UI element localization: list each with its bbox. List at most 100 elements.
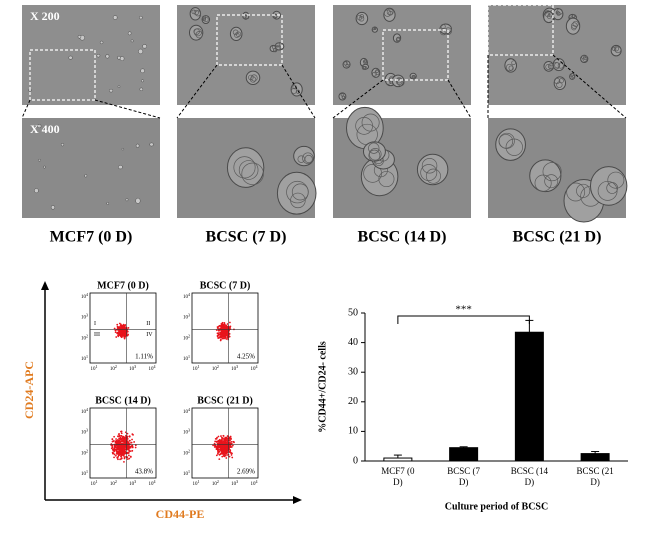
event-dot [231, 444, 234, 447]
event-dot [122, 333, 125, 336]
event-dot [221, 455, 224, 458]
event-dot [128, 435, 131, 438]
event-dot [119, 324, 122, 327]
cell-lobe [202, 17, 207, 22]
tick-exponent: 2 [217, 364, 219, 369]
cell-lobe [572, 20, 579, 27]
y-tick-label: 103 [183, 428, 190, 436]
y-tick-label: 30 [348, 366, 358, 377]
event-dot [120, 454, 123, 457]
zoom-line [332, 79, 384, 119]
event-dot [114, 329, 117, 332]
cell-lobe [556, 8, 563, 15]
event-dot [216, 436, 218, 439]
cell-lobe [498, 134, 514, 149]
event-dot [129, 450, 132, 453]
event-dot [224, 441, 226, 444]
event-dot [214, 437, 217, 440]
event-dot [222, 440, 225, 443]
cell [84, 174, 88, 178]
event-dot [128, 439, 131, 442]
cell-lobe [371, 26, 376, 31]
event-dot [121, 331, 124, 333]
cell [125, 198, 129, 202]
event-dot [228, 448, 231, 451]
tick-base: 10 [81, 295, 87, 300]
tick-exponent: 1 [188, 469, 190, 474]
tick-exponent: 4 [154, 364, 156, 369]
micrograph-label: BCSC (7 D) [206, 229, 287, 246]
event-dot [113, 327, 116, 330]
zoom-line [447, 79, 472, 119]
zoom-line [21, 99, 31, 119]
event-dot [223, 438, 225, 441]
cell-lobe [193, 9, 199, 16]
tick-base: 10 [81, 357, 87, 362]
cell-lobe [340, 93, 344, 97]
event-dot [221, 321, 224, 324]
tick-exponent: 2 [115, 364, 117, 369]
event-dot [116, 456, 119, 459]
tick-base: 10 [149, 367, 155, 372]
tick-base: 10 [183, 357, 189, 362]
event-dot [220, 452, 223, 455]
cell [565, 17, 581, 35]
event-dot [212, 444, 215, 447]
cell-lobe [291, 87, 298, 94]
event-dot [127, 451, 130, 454]
event-dot [110, 447, 113, 450]
cell-lobe [440, 24, 446, 30]
y-tick-label: 104 [81, 407, 88, 415]
cell-lobe [374, 70, 380, 76]
event-dot [116, 440, 119, 442]
event-dot [217, 332, 220, 335]
arrow-head [293, 496, 302, 504]
cell-lobe [295, 89, 301, 94]
cell-lobe [569, 74, 573, 77]
event-dot [223, 330, 226, 332]
event-dot [117, 335, 120, 338]
event-dot [118, 333, 121, 336]
event-dot [118, 446, 121, 449]
cell-lobe [505, 63, 514, 72]
tick-exponent: 3 [86, 428, 88, 433]
x-tick-label: BCSC (14 D) [510, 466, 548, 487]
tick-exponent: 1 [198, 364, 200, 369]
cell [34, 188, 39, 194]
tick-exponent: 4 [86, 407, 88, 412]
event-dot [218, 333, 221, 336]
magnification-label: X 200 [30, 9, 60, 23]
y-tick-label: 103 [81, 313, 88, 321]
cell-lobe [439, 27, 448, 36]
event-dot [131, 433, 134, 435]
event-dot [123, 444, 126, 447]
cell-lobe [412, 75, 416, 78]
y-tick-label: 102 [183, 448, 190, 456]
arrow-head [41, 281, 49, 290]
cell-lobe [345, 60, 351, 66]
event-dot [120, 334, 123, 336]
cell [105, 54, 110, 59]
cell-lobe [193, 28, 200, 35]
flow-percent: 4.25% [237, 353, 255, 361]
event-dot [225, 453, 228, 455]
event-dot [221, 450, 223, 453]
event-dot [110, 443, 113, 445]
x-tick-label: 102 [110, 364, 117, 372]
event-dot [114, 454, 117, 457]
cell [50, 205, 56, 210]
event-dot [121, 436, 124, 439]
tick-exponent: 4 [154, 479, 156, 484]
event-dot [124, 441, 127, 443]
cell-lobe [238, 160, 259, 180]
y-tick-label: 104 [81, 292, 88, 300]
event-dot [223, 449, 226, 452]
cell [149, 142, 154, 147]
tick-base: 10 [183, 410, 189, 415]
event-dot [129, 456, 132, 458]
cell-lobe [505, 138, 523, 156]
cell [119, 56, 125, 61]
event-dot [217, 453, 219, 455]
y-tick-label: 104 [183, 292, 190, 300]
micrograph-label: BCSC (21 D) [513, 229, 602, 246]
